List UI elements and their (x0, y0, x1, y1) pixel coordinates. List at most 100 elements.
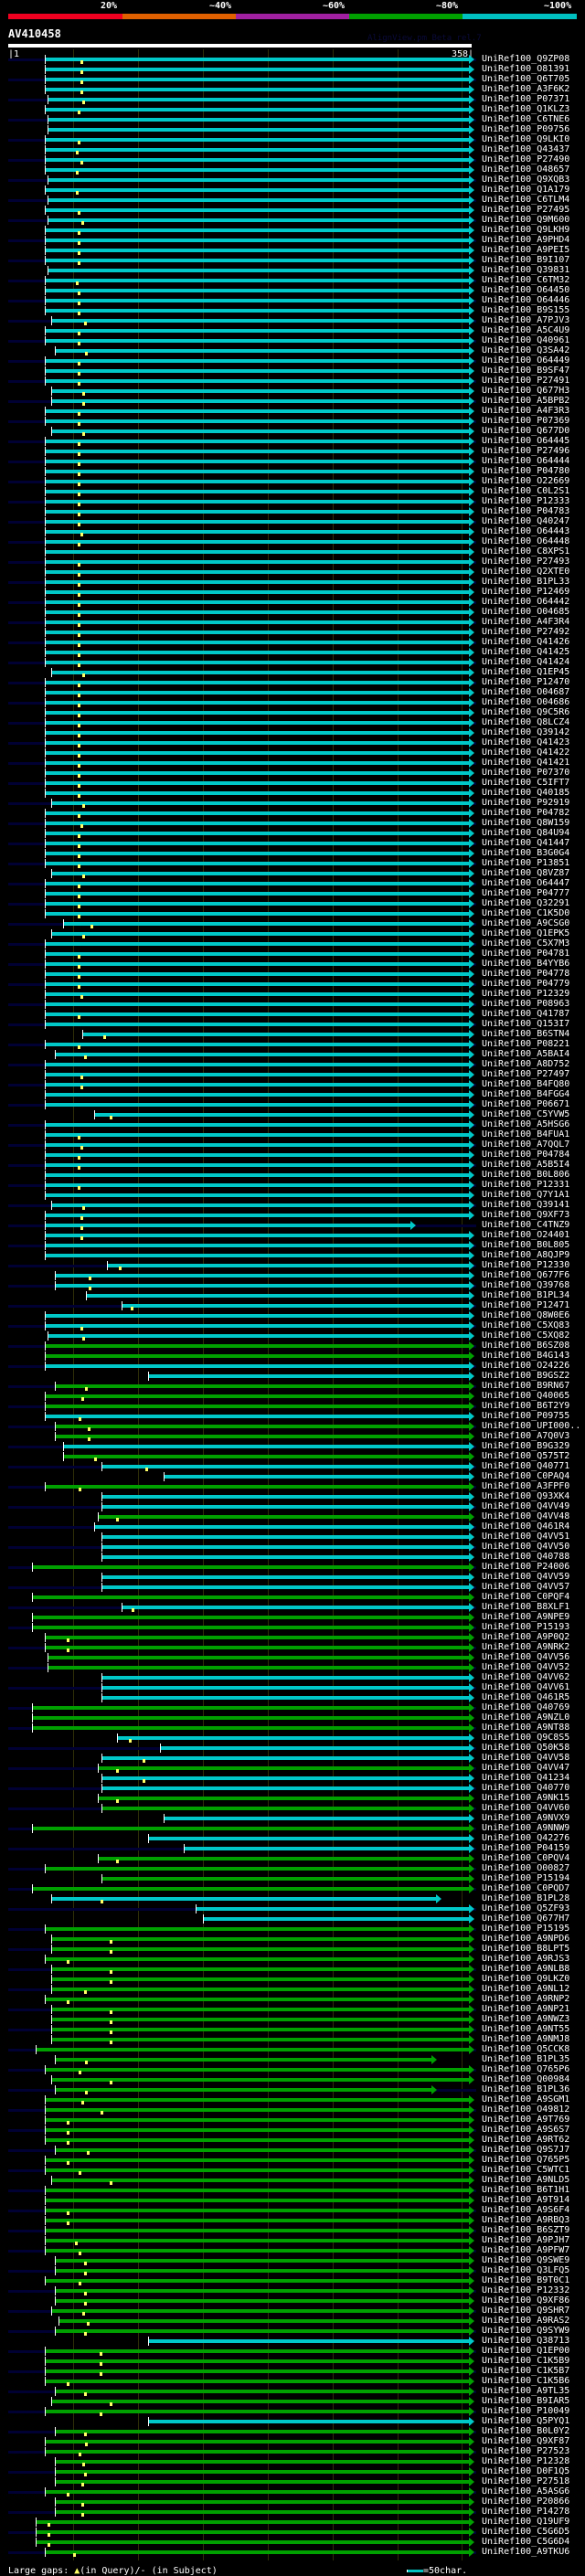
hit-label[interactable]: UniRef100_P12470 (482, 677, 570, 687)
hit-label[interactable]: UniRef100_O64445 (482, 436, 570, 446)
alignment-bar[interactable] (55, 2500, 472, 2504)
alignment-bar[interactable] (31, 1626, 472, 1629)
alignment-bar[interactable] (44, 721, 472, 725)
alignment-bar[interactable] (55, 2329, 472, 2333)
hit-label[interactable]: UniRef100_A9PHD4 (482, 235, 570, 245)
hit-row[interactable]: UniRef100_Q9LKH9 (0, 225, 585, 236)
hit-label[interactable]: UniRef100_B9IAR5 (482, 2396, 570, 2406)
alignment-bar[interactable] (50, 389, 472, 393)
alignment-bar[interactable] (44, 620, 472, 624)
hit-row[interactable]: UniRef100_P12331 (0, 1180, 585, 1191)
hit-label[interactable]: UniRef100_P12328 (482, 2456, 570, 2466)
hit-row[interactable]: UniRef100_Q41425 (0, 647, 585, 658)
hit-row[interactable]: UniRef100_UPI000.. (0, 1421, 585, 1432)
hit-label[interactable]: UniRef100_Q41447 (482, 838, 570, 848)
hit-row[interactable]: UniRef100_A9CSG0 (0, 918, 585, 929)
hit-row[interactable]: UniRef100_B9SF47 (0, 366, 585, 376)
alignment-bar[interactable] (44, 2098, 472, 2102)
hit-row[interactable]: UniRef100_C0PQV4 (0, 1853, 585, 1864)
hit-label[interactable]: UniRef100_Q765P5 (482, 2155, 570, 2165)
alignment-bar[interactable] (44, 2490, 472, 2494)
hit-row[interactable]: UniRef100_Q9ZP08 (0, 54, 585, 65)
alignment-bar[interactable] (44, 1485, 472, 1489)
alignment-bar[interactable] (101, 1807, 472, 1810)
hit-label[interactable]: UniRef100_P04159 (482, 1843, 570, 1853)
alignment-bar[interactable] (44, 228, 472, 232)
hit-label[interactable]: UniRef100_Q9XF86 (482, 2295, 570, 2306)
hit-row[interactable]: UniRef100_Q8W159 (0, 818, 585, 829)
hit-label[interactable]: UniRef100_B9RN67 (482, 1381, 570, 1391)
hit-label[interactable]: UniRef100_A8QJP9 (482, 1250, 570, 1260)
hit-label[interactable]: UniRef100_Q4VV56 (482, 1652, 570, 1662)
hit-row[interactable]: UniRef100_Q9SYW9 (0, 2326, 585, 2337)
hit-label[interactable]: UniRef100_A4F3R4 (482, 617, 570, 627)
alignment-bar[interactable] (44, 2068, 472, 2072)
alignment-bar[interactable] (183, 1847, 472, 1850)
hit-row[interactable]: UniRef100_C5YVW5 (0, 1109, 585, 1120)
hit-row[interactable]: UniRef100_Q93XK4 (0, 1491, 585, 1502)
alignment-bar[interactable] (44, 2199, 472, 2202)
hit-label[interactable]: UniRef100_P27491 (482, 376, 570, 386)
alignment-bar[interactable] (44, 1012, 472, 1016)
hit-label[interactable]: UniRef100_P07370 (482, 768, 570, 778)
hit-label[interactable]: UniRef100_Q6T705 (482, 74, 570, 84)
hit-row[interactable]: UniRef100_Q41447 (0, 838, 585, 849)
alignment-bar[interactable] (44, 661, 472, 664)
hit-row[interactable]: UniRef100_Q1KLZ3 (0, 104, 585, 115)
alignment-bar[interactable] (47, 128, 472, 132)
hit-row[interactable]: UniRef100_Q9XF86 (0, 2295, 585, 2306)
alignment-bar[interactable] (44, 470, 472, 473)
alignment-bar[interactable] (44, 520, 472, 524)
hit-label[interactable]: UniRef100_A5C4U9 (482, 325, 570, 335)
hit-row[interactable]: UniRef100_Q39831 (0, 265, 585, 276)
hit-label[interactable]: UniRef100_P27493 (482, 557, 570, 567)
hit-row[interactable]: UniRef100_Q461R5 (0, 1692, 585, 1703)
hit-row[interactable]: UniRef100_Q677H7 (0, 1913, 585, 1924)
alignment-bar[interactable] (101, 1585, 472, 1589)
alignment-bar[interactable] (44, 711, 472, 715)
alignment-bar[interactable] (164, 1475, 472, 1479)
alignment-bar[interactable] (101, 1505, 472, 1509)
alignment-bar[interactable] (44, 2359, 472, 2363)
hit-row[interactable]: UniRef100_Q8VZ87 (0, 868, 585, 879)
hit-row[interactable]: UniRef100_B1PL28 (0, 1893, 585, 1904)
hit-label[interactable]: UniRef100_Q4VV59 (482, 1572, 570, 1582)
alignment-bar[interactable] (44, 419, 472, 423)
hit-label[interactable]: UniRef100_Q8VZ87 (482, 868, 570, 878)
hit-row[interactable]: UniRef100_B0L806 (0, 1170, 585, 1181)
alignment-bar[interactable] (44, 1234, 472, 1237)
hit-row[interactable]: UniRef100_A9NT55 (0, 2024, 585, 2035)
hit-label[interactable]: UniRef100_O64450 (482, 285, 570, 295)
hit-label[interactable]: UniRef100_P15195 (482, 1924, 570, 1934)
hit-label[interactable]: UniRef100_A5ASG6 (482, 2486, 570, 2496)
hit-row[interactable]: UniRef100_C1K5B7 (0, 2366, 585, 2377)
alignment-bar[interactable] (44, 1063, 472, 1066)
hit-label[interactable]: UniRef100_Q9S7J7 (482, 2145, 570, 2155)
alignment-bar[interactable] (44, 369, 472, 373)
hit-row[interactable]: UniRef100_O64447 (0, 878, 585, 889)
hit-row[interactable]: UniRef100_A7QQL7 (0, 1140, 585, 1150)
hit-label[interactable]: UniRef100_A8D752 (482, 1059, 570, 1069)
hit-row[interactable]: UniRef100_B6SZ08 (0, 1341, 585, 1352)
alignment-bar[interactable] (31, 1726, 472, 1730)
alignment-bar[interactable] (44, 2108, 472, 2112)
hit-label[interactable]: UniRef100_A5BPB2 (482, 396, 570, 406)
hit-row[interactable]: UniRef100_A5BPB2 (0, 396, 585, 407)
alignment-bar[interactable] (44, 641, 472, 644)
hit-row[interactable]: UniRef100_Q3SA42 (0, 345, 585, 356)
hit-label[interactable]: UniRef100_Q9XF73 (482, 1210, 570, 1220)
hit-row[interactable]: UniRef100_Q19UF9 (0, 2517, 585, 2528)
alignment-bar[interactable] (44, 339, 472, 343)
alignment-bar[interactable] (44, 1002, 472, 1006)
alignment-bar[interactable] (50, 1203, 472, 1207)
hit-label[interactable]: UniRef100_B9T0C1 (482, 2275, 570, 2285)
hit-label[interactable]: UniRef100_B9I107 (482, 255, 570, 265)
hit-label[interactable]: UniRef100_C5G6D4 (482, 2537, 570, 2547)
hit-row[interactable]: UniRef100_Q9XF73 (0, 1210, 585, 1221)
alignment-bar[interactable] (47, 118, 472, 122)
hit-row[interactable]: UniRef100_P12470 (0, 677, 585, 688)
hit-label[interactable]: UniRef100_Q677D0 (482, 426, 570, 436)
hit-row[interactable]: UniRef100_A5C4U9 (0, 325, 585, 336)
alignment-bar[interactable] (62, 1455, 472, 1458)
hit-row[interactable]: UniRef100_O04686 (0, 697, 585, 708)
